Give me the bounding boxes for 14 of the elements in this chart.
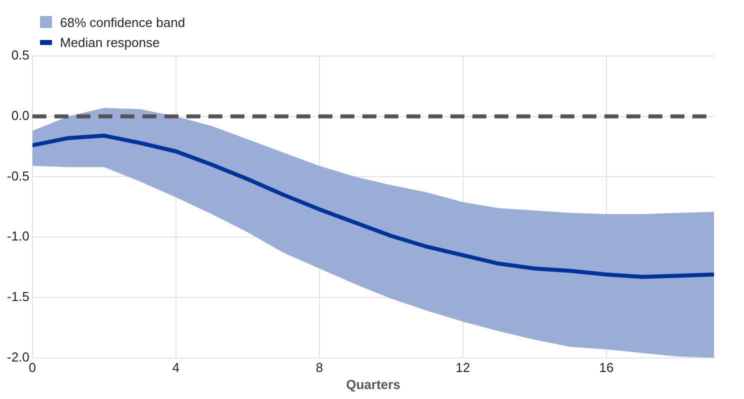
x-tick-label: 8	[316, 360, 324, 376]
x-tick-label: 0	[28, 360, 36, 376]
y-tick-label: -2.0	[6, 349, 30, 364]
x-tick-label: 12	[456, 360, 470, 376]
y-tick-label: -0.5	[6, 168, 30, 184]
y-tick-label: -1.5	[6, 289, 30, 304]
y-tick-label: 0.5	[11, 48, 30, 63]
x-tick-label: 16	[599, 360, 614, 376]
x-axis-title: Quarters	[346, 376, 400, 392]
y-tick-label: 0.0	[11, 108, 30, 123]
legend-label: Median response	[60, 34, 160, 50]
text: 68% confidence band	[60, 14, 186, 30]
x-tick-label: 4	[172, 360, 180, 376]
y-tick-label: -1.0	[6, 228, 30, 244]
